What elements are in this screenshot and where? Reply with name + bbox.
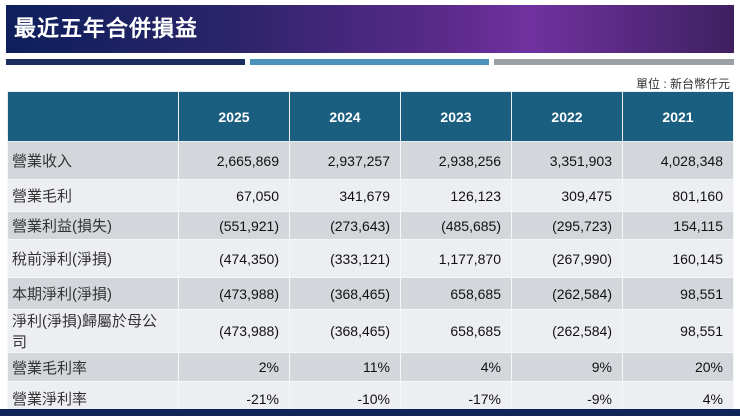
row-label: 稅前淨利(淨損) (7, 239, 179, 278)
value-cell: 2,937,257 (289, 141, 401, 180)
value-cell: 341,679 (289, 179, 401, 212)
value-cell: 658,685 (400, 309, 512, 353)
value-cell: 160,145 (622, 239, 734, 278)
value-cell: 2% (178, 352, 290, 382)
value-cell: 2,665,869 (178, 141, 290, 180)
accent-bar-blue (250, 59, 489, 65)
footer-bar (0, 409, 740, 416)
value-cell: (267,990) (511, 239, 623, 278)
value-cell: 801,160 (622, 179, 734, 212)
value-cell: 11% (289, 352, 401, 382)
year-header: 2025 (178, 91, 290, 142)
row-label: 營業收入 (7, 141, 179, 180)
table-row: 營業利益(損失) (551,921) (273,643) (485,685) (295,… (7, 211, 734, 240)
value-cell: (333,121) (289, 239, 401, 278)
value-cell: (295,723) (511, 211, 623, 240)
header-row: 2025 2024 2023 2022 2021 (7, 91, 734, 142)
accent-bar-gray (494, 59, 734, 65)
value-cell: 98,551 (622, 309, 734, 353)
header-label-cell (7, 91, 179, 142)
value-cell: 3,351,903 (511, 141, 623, 180)
row-label: 淨利(淨損)歸屬於母公司 (7, 309, 179, 353)
value-cell: 20% (622, 352, 734, 382)
table-row: 營業毛利 67,050 341,679 126,123 309,475 801,160 (7, 179, 734, 212)
value-cell: 4% (400, 352, 512, 382)
table-row: 營業收入 2,665,869 2,937,257 2,938,256 3,351,903… (7, 141, 734, 180)
value-cell: 309,475 (511, 179, 623, 212)
table-row: 營業毛利率 2% 11% 4% 9% 20% (7, 352, 734, 382)
value-cell: (273,643) (289, 211, 401, 240)
year-header: 2022 (511, 91, 623, 142)
table-row: 淨利(淨損)歸屬於母公司 (473,988) (368,465) 658,685 (26… (7, 309, 734, 353)
value-cell: 126,123 (400, 179, 512, 212)
value-cell: (551,921) (178, 211, 290, 240)
value-cell: (473,988) (178, 277, 290, 310)
value-cell: (473,988) (178, 309, 290, 353)
value-cell: 154,115 (622, 211, 734, 240)
value-cell: (262,584) (511, 309, 623, 353)
value-cell: 4,028,348 (622, 141, 734, 180)
page-title: 最近五年合併損益 (14, 16, 199, 41)
value-cell: (368,465) (289, 277, 401, 310)
value-cell: (368,465) (289, 309, 401, 353)
value-cell: 658,685 (400, 277, 512, 310)
row-label: 營業利益(損失) (7, 211, 179, 240)
year-header: 2024 (289, 91, 401, 142)
year-header: 2021 (622, 91, 734, 142)
value-cell: 9% (511, 352, 623, 382)
value-cell: (485,685) (400, 211, 512, 240)
value-cell: (262,584) (511, 277, 623, 310)
row-label: 營業毛利率 (7, 352, 179, 382)
accent-bar-navy (6, 59, 245, 65)
value-cell: 2,938,256 (400, 141, 512, 180)
value-cell: (474,350) (178, 239, 290, 278)
unit-label: 單位 : 新台幣仟元 (635, 77, 730, 91)
row-label: 本期淨利(淨損) (7, 277, 179, 310)
title-banner: 最近五年合併損益 (6, 5, 734, 53)
row-label: 營業毛利 (7, 179, 179, 212)
income-table: 2025 2024 2023 2022 2021 營業收入 2,665,869 2,937,… (7, 91, 734, 416)
value-cell: 67,050 (178, 179, 290, 212)
value-cell: 1,177,870 (400, 239, 512, 278)
year-header: 2023 (400, 91, 512, 142)
value-cell: 98,551 (622, 277, 734, 310)
table-row: 稅前淨利(淨損) (474,350) (333,121) 1,177,870 (267,… (7, 239, 734, 278)
table-row: 本期淨利(淨損) (473,988) (368,465) 658,685 (262,58… (7, 277, 734, 310)
